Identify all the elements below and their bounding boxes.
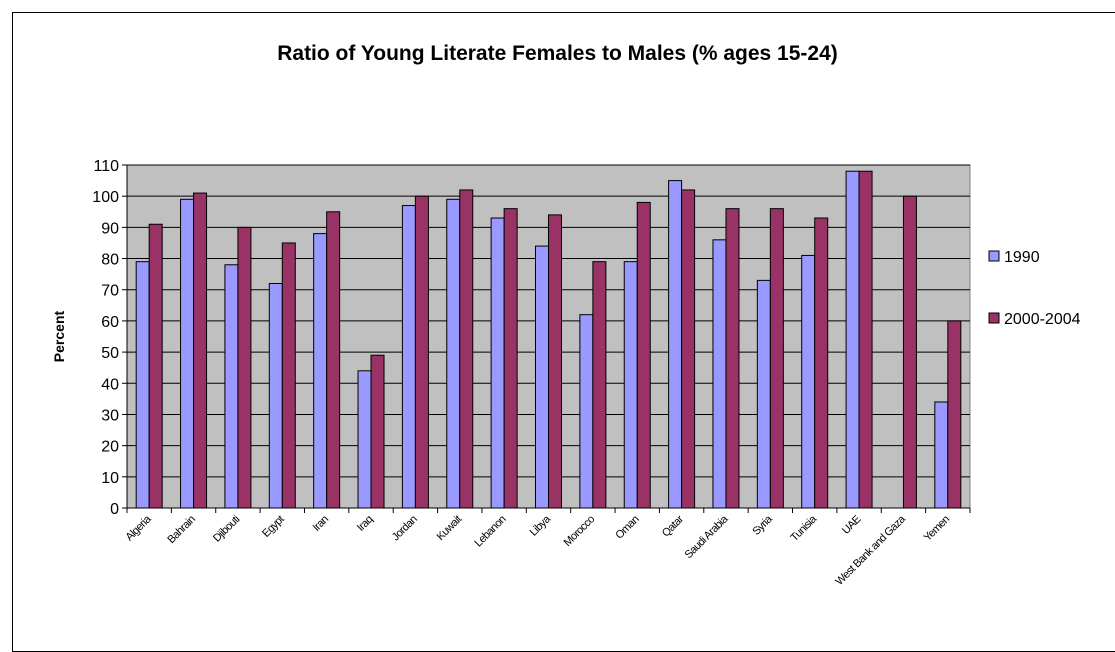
legend-label: 2000-2004 — [1004, 311, 1081, 328]
y-tick-label: 20 — [101, 439, 119, 456]
chart-title: Ratio of Young Literate Females to Males… — [277, 42, 838, 65]
x-category-label: Iraq — [355, 513, 376, 534]
bar-series2 — [769, 208, 784, 509]
y-tick-label: 40 — [101, 376, 119, 393]
bar-series1 — [934, 401, 949, 509]
bar-series2 — [503, 208, 518, 509]
y-tick-label: 100 — [92, 189, 119, 206]
bar-series2 — [681, 189, 696, 509]
x-category-label: Bahrain — [165, 513, 198, 546]
x-category-label: Egypt — [260, 513, 287, 540]
y-axis-label: Percent — [51, 310, 67, 362]
bar-series1 — [135, 261, 150, 509]
bar-series2 — [414, 195, 429, 509]
y-tick-label: 110 — [93, 158, 119, 175]
y-tick-label: 0 — [110, 501, 119, 518]
bar-series2 — [636, 201, 651, 509]
bar-series1 — [313, 233, 328, 509]
bar-series1 — [490, 217, 505, 509]
bar-series1 — [668, 180, 683, 509]
x-category-label: Yemen — [922, 513, 953, 544]
x-category-label: Algeria — [124, 513, 155, 544]
bar-series2 — [947, 320, 962, 509]
bar-series1 — [801, 254, 816, 509]
bar-series1 — [446, 198, 461, 509]
bar-series1 — [268, 282, 283, 509]
bar-series1 — [535, 245, 549, 509]
legend-swatch — [988, 250, 1000, 262]
bar-series1 — [357, 370, 372, 509]
bar-series2 — [148, 223, 163, 509]
bar-series1 — [623, 261, 638, 509]
x-category-label: Tunisia — [789, 513, 820, 544]
y-tick-label: 90 — [101, 220, 119, 237]
x-category-label: Djibouti — [211, 514, 242, 545]
bar-series2 — [858, 170, 873, 509]
x-category-label: Syria — [750, 513, 775, 538]
x-category-label: Morocco — [562, 513, 598, 549]
y-tick-label: 80 — [101, 252, 119, 269]
y-tick-label: 50 — [101, 345, 119, 362]
legend-swatch — [988, 312, 1000, 324]
bar-series2 — [193, 192, 208, 509]
bar-series2 — [281, 242, 296, 509]
bar-series1 — [401, 205, 416, 509]
bar-series2 — [459, 189, 474, 509]
x-category-label: Oman — [613, 513, 641, 541]
bar-series2 — [902, 195, 917, 509]
bar-series1 — [712, 239, 727, 509]
bar-series1 — [845, 170, 860, 509]
bar-series1 — [180, 198, 195, 509]
x-category-label: Saudi Arabia — [683, 513, 732, 562]
x-category-label: Libya — [528, 513, 554, 539]
x-category-label: Kuwait — [435, 513, 465, 543]
x-category-label: UAE — [840, 513, 863, 536]
y-tick-label: 70 — [101, 283, 119, 300]
bar-series1 — [756, 279, 771, 509]
bar-series2 — [592, 261, 607, 509]
bar-series1 — [224, 264, 239, 509]
bar-series2 — [237, 226, 252, 509]
x-category-label: Qatar — [660, 513, 686, 539]
bar-series2 — [370, 354, 385, 509]
x-category-label: Iran — [311, 513, 332, 534]
legend-label: 1990 — [1004, 249, 1040, 266]
x-category-label: Jordan — [390, 513, 420, 543]
bar-series2 — [548, 214, 562, 509]
bar-series1 — [579, 314, 594, 509]
y-tick-label: 30 — [101, 407, 119, 424]
y-tick-label: 60 — [101, 314, 119, 331]
y-tick-label: 10 — [101, 470, 119, 487]
bar-series2 — [814, 217, 829, 509]
bar-series2 — [725, 208, 740, 509]
x-category-label: Lebanon — [472, 513, 508, 549]
bar-series2 — [326, 211, 341, 509]
